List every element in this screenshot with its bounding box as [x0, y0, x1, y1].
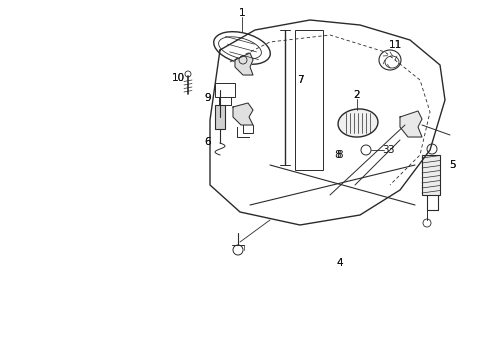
Text: 6: 6: [205, 137, 211, 147]
Text: 9: 9: [205, 93, 211, 103]
Text: 11: 11: [389, 40, 402, 50]
Ellipse shape: [338, 109, 378, 137]
Bar: [215, 83, 235, 97]
Text: 6: 6: [205, 137, 211, 147]
Bar: [215, 105, 225, 129]
Text: 11: 11: [389, 40, 402, 50]
Text: 4: 4: [337, 258, 343, 268]
Text: 1: 1: [239, 8, 245, 18]
Text: 8: 8: [335, 150, 342, 160]
Text: 3: 3: [382, 145, 388, 155]
Text: 7: 7: [296, 75, 303, 85]
Bar: [422, 155, 440, 195]
Text: 2: 2: [354, 90, 360, 100]
Text: 7: 7: [296, 75, 303, 85]
Text: 9: 9: [205, 93, 211, 103]
Text: 4: 4: [337, 258, 343, 268]
Text: 5: 5: [449, 160, 455, 170]
Text: 2: 2: [354, 90, 360, 100]
Text: 10: 10: [172, 73, 185, 83]
Polygon shape: [233, 103, 253, 125]
Text: 3: 3: [387, 145, 393, 155]
Text: 1: 1: [239, 8, 245, 18]
Text: 10: 10: [172, 73, 185, 83]
Polygon shape: [235, 53, 253, 75]
Polygon shape: [400, 111, 422, 137]
Text: 8: 8: [337, 150, 343, 160]
Bar: [295, 30, 323, 170]
Text: 5: 5: [449, 160, 455, 170]
